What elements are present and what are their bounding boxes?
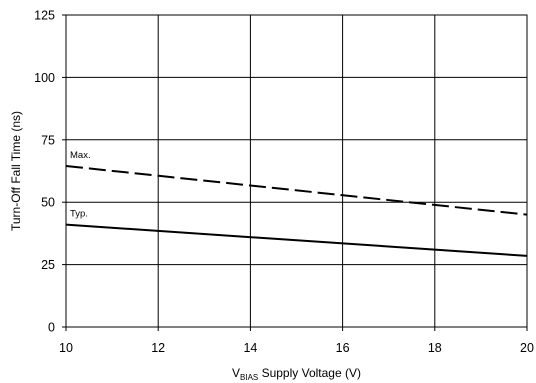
x-axis-title-subscript: BIAS <box>240 373 258 382</box>
x-tick-label-10: 10 <box>59 341 73 355</box>
y-tick-label-50: 50 <box>41 196 55 210</box>
x-tick-label-14: 14 <box>243 341 257 355</box>
series-label-typ: Typ. <box>70 209 88 220</box>
x-tick-label-16: 16 <box>336 341 350 355</box>
grid <box>65 14 528 328</box>
tick-labels: 10 12 14 16 18 20 0 25 50 75 100 125 <box>34 9 534 356</box>
x-axis-title-rest: Supply Voltage (V) <box>258 366 361 380</box>
y-tick-label-100: 100 <box>34 71 55 85</box>
y-axis-title: Turn-Off Fall Time (ns) <box>9 111 23 231</box>
y-tick-label-125: 125 <box>34 9 55 23</box>
x-axis-title: VBIAS Supply Voltage (V) <box>232 366 361 382</box>
plot-frame <box>65 14 528 328</box>
series-label-max: Max. <box>70 150 91 161</box>
x-tick-label-20: 20 <box>520 341 534 355</box>
y-tick-label-25: 25 <box>41 258 55 272</box>
series-group: Max. Typ. <box>65 150 528 257</box>
x-axis-title-main: V <box>232 366 240 380</box>
x-tick-label-12: 12 <box>151 341 165 355</box>
x-tick-label-18: 18 <box>428 341 442 355</box>
y-tick-label-75: 75 <box>41 133 55 147</box>
series-line-max <box>65 165 528 216</box>
y-tick-label-0: 0 <box>48 321 55 335</box>
series-line-typ <box>65 223 528 257</box>
